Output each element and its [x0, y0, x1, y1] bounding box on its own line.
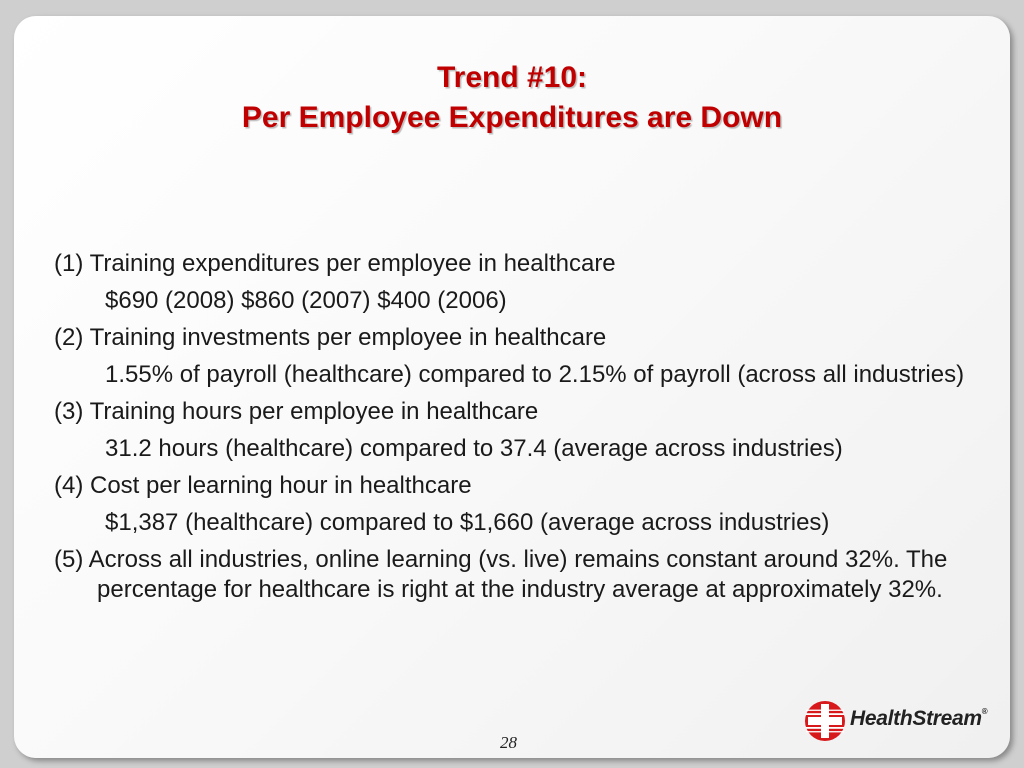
healthstream-logo: HealthStream® [804, 700, 994, 742]
logo-wordmark: HealthStream [850, 707, 982, 730]
price-2006: $400 (2006) [377, 287, 507, 314]
slide-title-line2: Per Employee Expenditures are Down [241, 101, 783, 134]
item-5-text: (5) Across all industries, online learni… [54, 546, 948, 603]
item-4-detail: $1,387 (healthcare) compared to $1,660 (… [105, 509, 830, 536]
item-2-heading: (2) Training investments per employee in… [54, 324, 607, 351]
item-1-detail: $690 (2008) $860 (2007) $400 (2006) [54, 286, 1004, 316]
healthstream-logo-text: HealthStream® [850, 707, 988, 731]
slide-title-line1: Trend #10: [436, 61, 588, 94]
slide-content-panel [14, 16, 1010, 758]
registered-mark: ® [981, 707, 988, 716]
price-2007: $860 (2007) [241, 287, 371, 314]
item-3-heading: (3) Training hours per employee in healt… [54, 398, 539, 425]
slide-body: (1) Training expenditures per employee i… [54, 249, 1004, 612]
price-2008: $690 (2008) [105, 287, 235, 314]
item-1-heading: (1) Training expenditures per employee i… [54, 250, 616, 277]
item-4-heading: (4) Cost per learning hour in healthcare [54, 472, 472, 499]
healthstream-logo-icon [805, 701, 845, 741]
item-3-detail: 31.2 hours (healthcare) compared to 37.4… [105, 435, 843, 462]
page-number: 28 [500, 733, 517, 752]
item-2-detail: 1.55% of payroll (healthcare) compared t… [105, 361, 965, 388]
